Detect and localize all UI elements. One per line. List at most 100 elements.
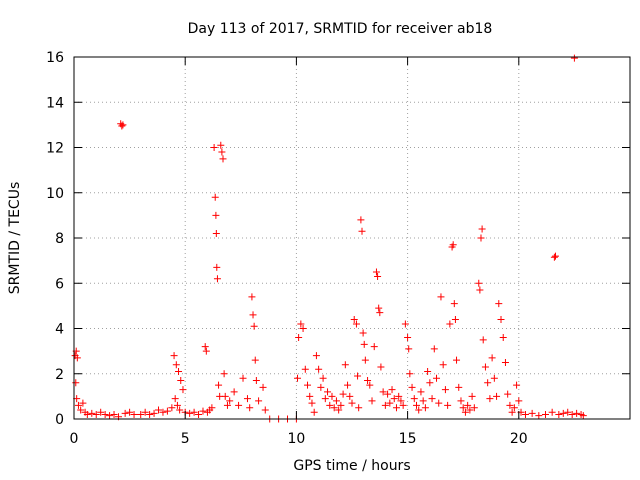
data-point — [541, 410, 549, 418]
data-point — [219, 155, 227, 163]
data-point — [399, 401, 407, 409]
data-point — [213, 263, 221, 271]
data-point — [435, 399, 443, 407]
data-point — [449, 241, 457, 249]
data-point — [441, 386, 449, 394]
data-point — [106, 412, 114, 420]
data-point — [357, 216, 365, 224]
data-point — [481, 363, 489, 371]
data-point — [486, 395, 494, 403]
y-tick-label: 2 — [55, 367, 64, 383]
data-point — [550, 253, 558, 261]
data-point — [215, 381, 223, 389]
data-point — [379, 388, 387, 396]
data-point — [179, 386, 187, 394]
data-point — [573, 409, 581, 417]
data-point — [446, 320, 454, 328]
data-point — [484, 379, 492, 387]
data-point — [439, 361, 447, 369]
data-point — [377, 363, 385, 371]
data-point — [559, 409, 567, 417]
data-point — [77, 406, 85, 414]
data-point — [310, 408, 318, 416]
data-point — [488, 354, 496, 362]
data-point — [150, 409, 158, 417]
data-point — [417, 388, 425, 396]
data-point — [459, 404, 467, 412]
data-point — [372, 268, 380, 276]
data-point — [368, 397, 376, 405]
data-point — [430, 345, 438, 353]
data-point — [490, 374, 498, 382]
data-point — [119, 121, 127, 129]
data-point — [173, 401, 181, 409]
data-point — [419, 397, 427, 405]
data-point — [208, 404, 216, 412]
data-point — [170, 352, 178, 360]
data-point — [155, 406, 163, 414]
data-point — [297, 320, 305, 328]
data-point — [121, 409, 129, 417]
data-point — [388, 386, 396, 394]
data-point — [392, 404, 400, 412]
data-point — [88, 409, 96, 417]
data-point — [230, 388, 238, 396]
data-point — [475, 279, 483, 287]
data-point — [341, 361, 349, 369]
data-point — [202, 347, 210, 355]
data-point — [212, 229, 220, 237]
data-point — [337, 401, 345, 409]
data-point — [79, 399, 87, 407]
data-point — [470, 404, 478, 412]
y-tick-label: 4 — [55, 322, 64, 338]
y-tick-label: 0 — [55, 412, 64, 428]
data-point — [350, 315, 358, 323]
data-point — [450, 300, 458, 308]
data-point — [355, 404, 363, 412]
y-tick-label: 8 — [55, 231, 64, 247]
data-point — [548, 408, 556, 416]
data-point — [171, 395, 179, 403]
data-point — [348, 399, 356, 407]
data-point — [326, 401, 334, 409]
data-point — [406, 370, 414, 378]
data-point — [564, 408, 572, 416]
data-point — [344, 381, 352, 389]
data-point — [464, 401, 472, 409]
y-tick-label: 10 — [46, 186, 64, 202]
data-point — [366, 381, 374, 389]
y-axis-label: SRMTID / TECUs — [7, 182, 23, 295]
y-tick-label: 6 — [55, 276, 64, 292]
data-point — [426, 379, 434, 387]
data-point — [404, 334, 412, 342]
data-point — [211, 193, 219, 201]
data-point — [466, 406, 474, 414]
data-point — [299, 325, 307, 332]
data-point — [201, 343, 209, 351]
data-point — [168, 404, 176, 412]
data-point — [579, 412, 587, 420]
data-point — [395, 392, 403, 400]
data-point — [92, 410, 100, 418]
data-point — [412, 401, 420, 409]
data-point — [497, 315, 505, 323]
data-point — [477, 234, 485, 242]
data-point — [381, 401, 389, 409]
chart-title: Day 113 of 2017, SRMTID for receiver ab1… — [188, 21, 493, 37]
data-point — [101, 410, 109, 418]
grid-lines — [74, 57, 630, 419]
data-point — [319, 374, 327, 382]
x-tick-label: 5 — [181, 431, 190, 447]
data-point — [252, 377, 260, 385]
data-point — [451, 315, 459, 323]
data-point — [255, 397, 263, 405]
data-point — [424, 367, 432, 375]
data-point — [74, 401, 82, 409]
x-tick-labels: 0 5 10 15 20 — [70, 431, 528, 447]
data-point — [397, 397, 405, 405]
data-point — [453, 356, 461, 364]
data-point — [501, 358, 509, 366]
data-point — [312, 352, 320, 360]
data-point — [332, 397, 340, 405]
data-point — [528, 409, 536, 417]
